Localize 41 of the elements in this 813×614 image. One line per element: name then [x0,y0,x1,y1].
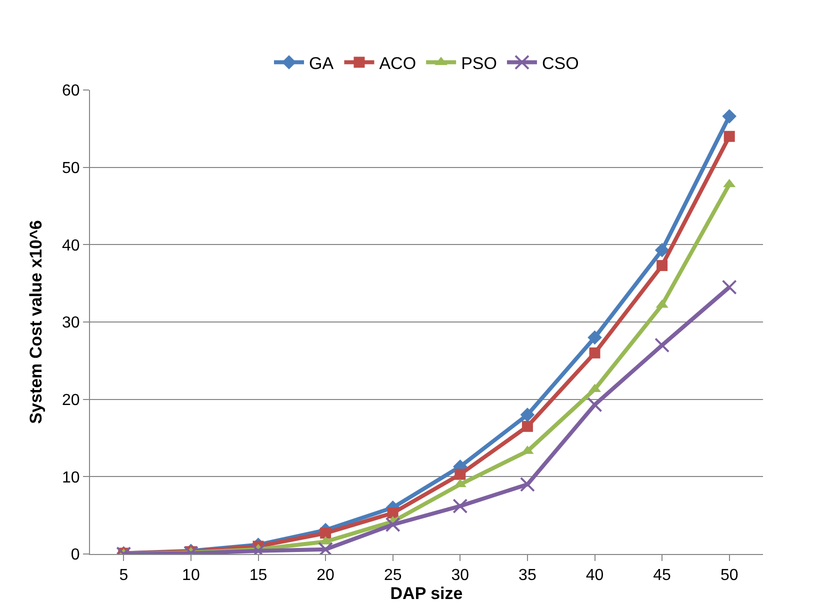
point [387,508,398,519]
legend-label: PSO [461,54,497,73]
x-tick-label: 30 [451,567,470,584]
point [520,408,535,422]
point [520,476,535,492]
x-tick-label: 15 [249,567,268,584]
x-tick-label: 5 [119,567,128,584]
point [320,528,332,539]
point [587,397,602,412]
x-tick-label: 40 [586,567,604,584]
x-tick-label: 45 [653,567,672,584]
point [385,517,400,532]
point [722,109,736,124]
point [654,242,670,258]
x-tick-label: 25 [384,567,402,584]
x-axis-title: DAP size [390,584,463,604]
x-tick-label: 10 [182,567,200,584]
point [452,498,468,514]
y-axis-title: System Cost value x10^6 [26,220,46,424]
legend-label: ACO [379,54,416,73]
y-tick-label: 40 [62,237,80,254]
point [654,338,670,353]
point [588,330,602,345]
x-tick-label: 20 [316,567,335,584]
x-tick-label: 50 [720,567,738,584]
y-tick-label: 50 [62,160,80,177]
point [724,130,735,142]
legend-label: CSO [542,54,579,73]
x-tick-label: 35 [518,567,536,584]
point [454,468,466,480]
point [656,260,668,272]
y-tick-label: 30 [62,314,80,332]
y-tick-label: 0 [70,546,80,564]
point [318,542,334,554]
y-tick-label: 60 [62,82,80,100]
legend-label: GA [309,54,334,73]
y-tick-label: 10 [62,469,80,486]
y-tick-label: 20 [62,392,80,409]
point [589,347,600,358]
point [722,280,737,295]
point [522,420,533,432]
